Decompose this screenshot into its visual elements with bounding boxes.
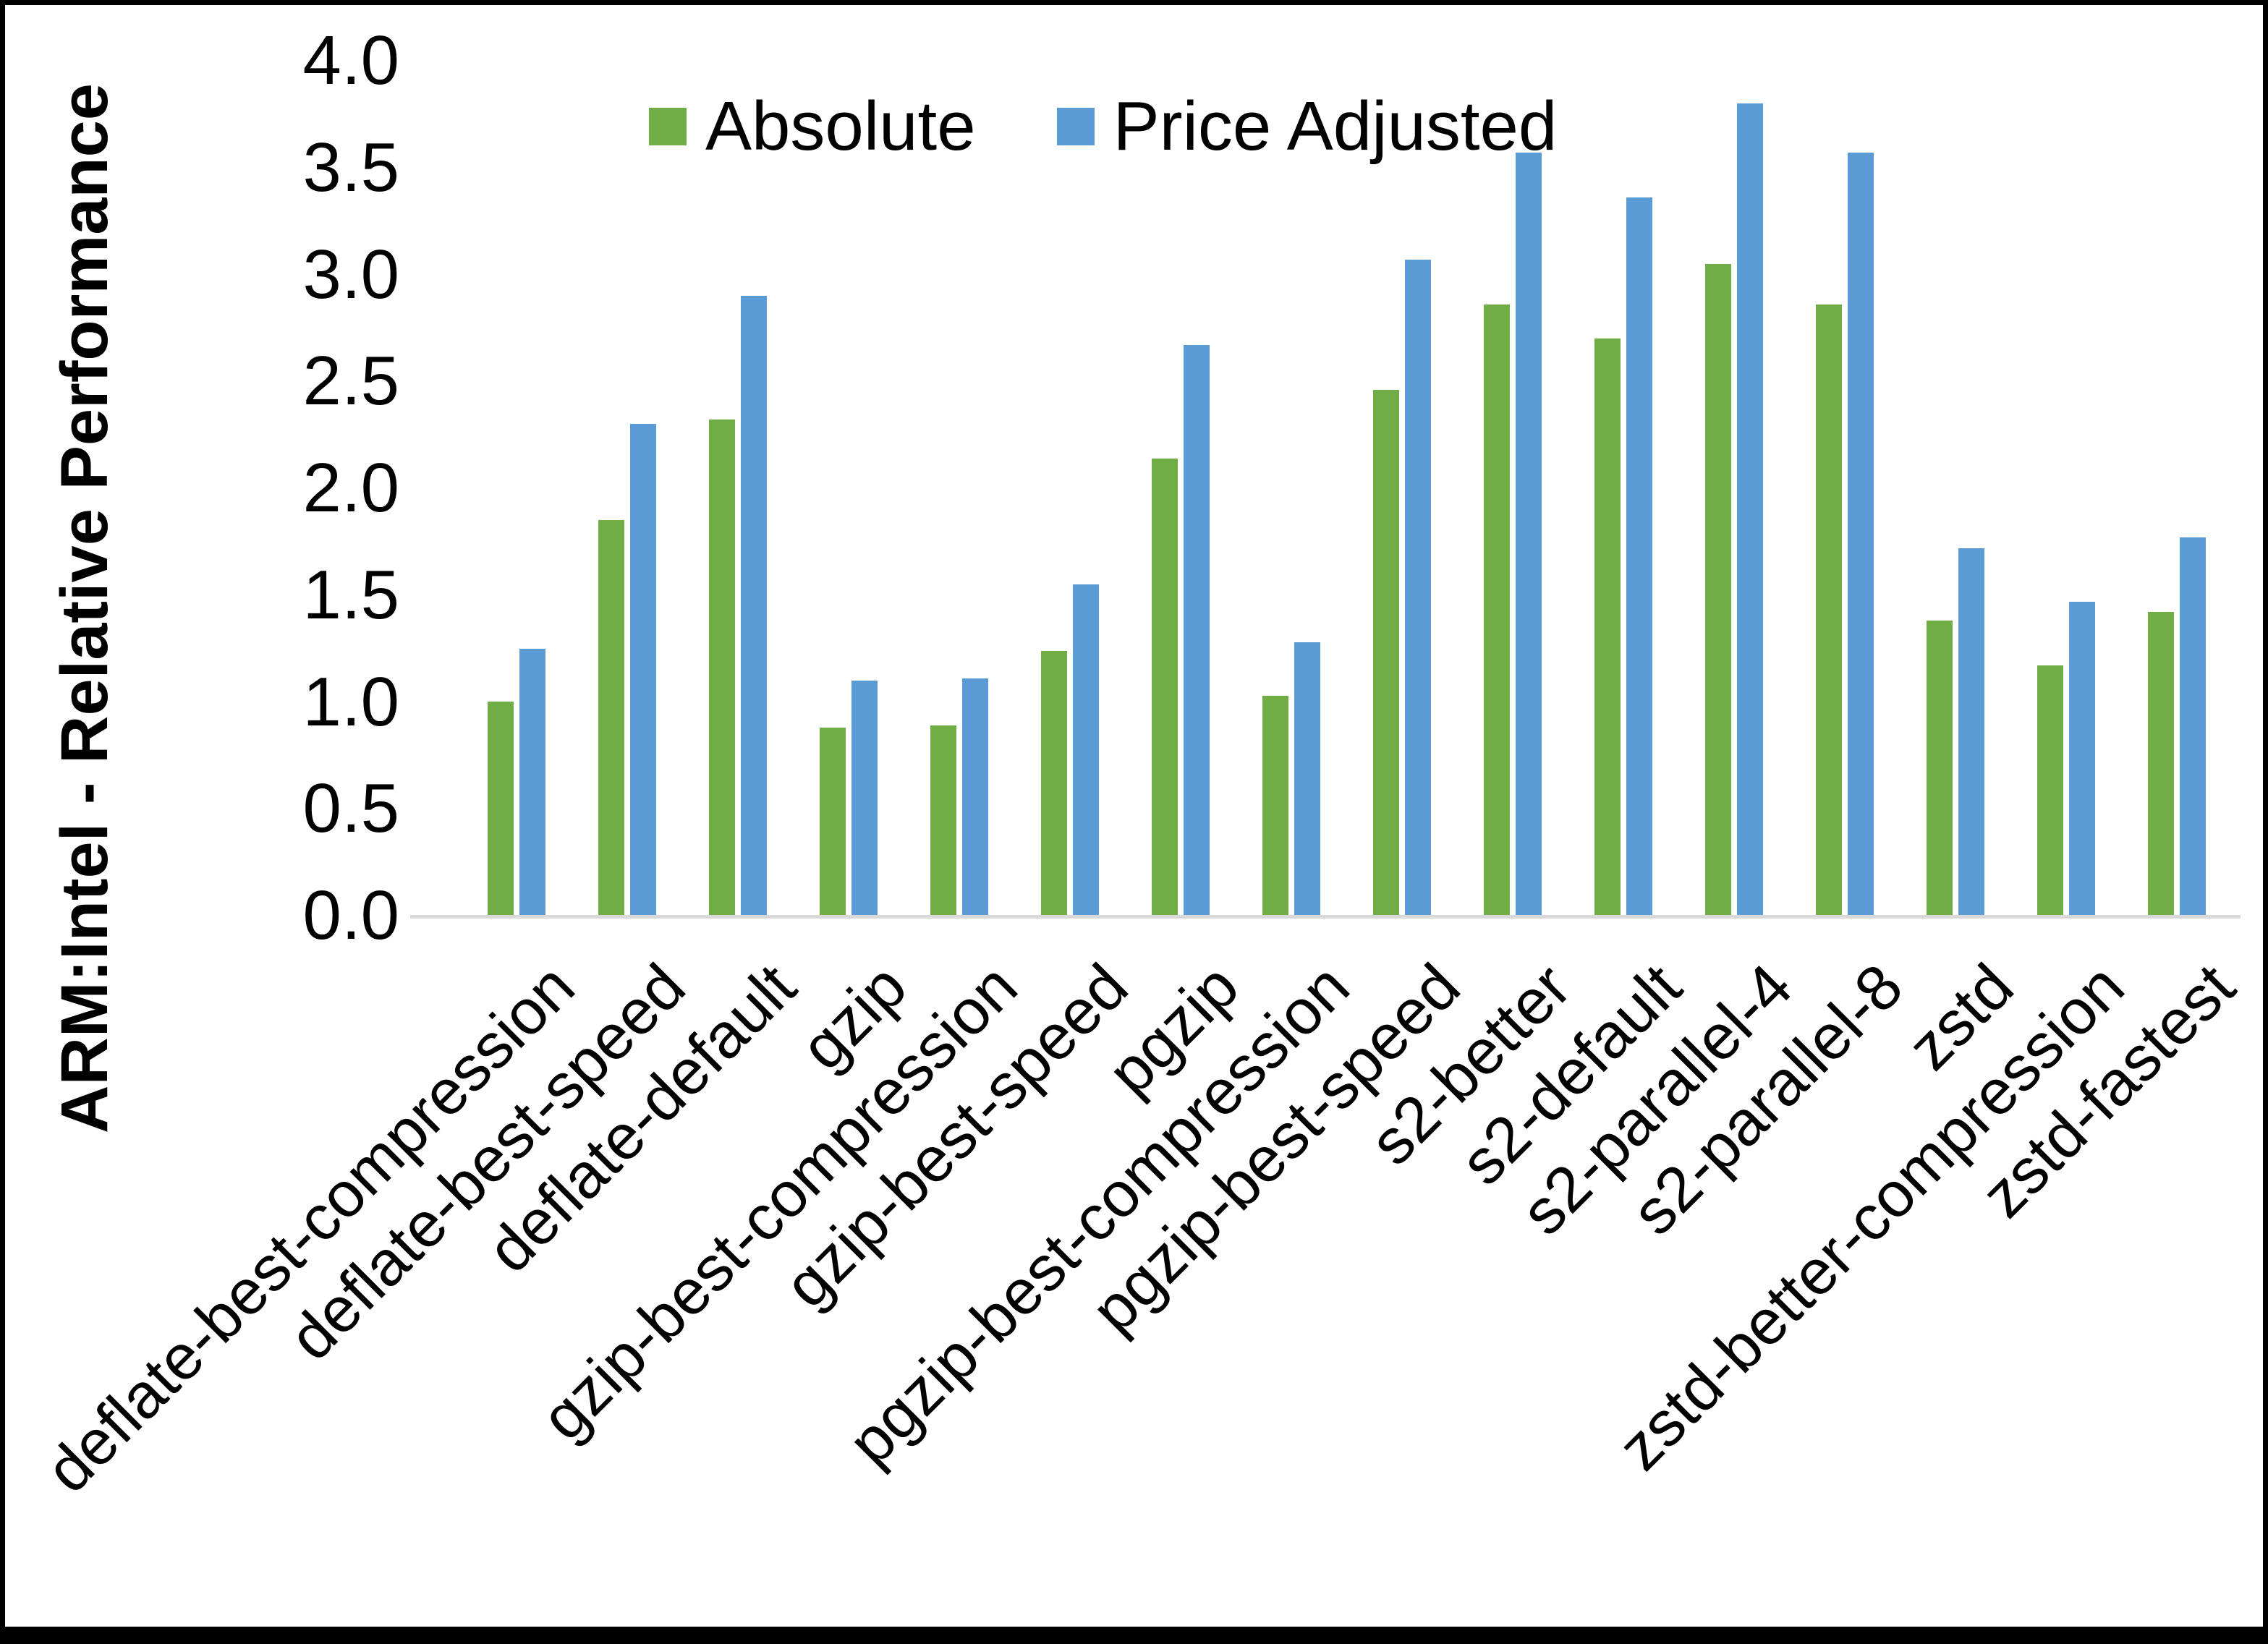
bar-absolute	[1926, 621, 1953, 916]
bar-absolute	[2036, 665, 2063, 916]
bar-price-adjusted	[851, 681, 878, 916]
legend-label-absolute: Absolute	[705, 88, 976, 165]
bar-price-adjusted	[1626, 197, 1652, 916]
bar-absolute	[1815, 304, 1842, 916]
legend-item-absolute: Absolute	[649, 90, 976, 163]
bar-price-adjusted	[1958, 548, 1984, 916]
bar-absolute	[1372, 390, 1399, 916]
bar-absolute	[930, 725, 956, 916]
y-tick-label: 3.5	[302, 128, 399, 206]
legend-item-price-adjusted: Price Adjusted	[1056, 88, 1558, 165]
bar-price-adjusted	[1294, 642, 1320, 916]
bar-price-adjusted	[2068, 602, 2095, 916]
bar-absolute	[1594, 338, 1621, 916]
bar-absolute	[598, 520, 624, 916]
bar-absolute	[487, 702, 514, 916]
bar-absolute	[2147, 612, 2174, 916]
legend: Absolute Price Adjusted	[649, 90, 1557, 163]
bar-price-adjusted	[519, 649, 545, 916]
bar-price-adjusted	[629, 424, 656, 916]
bar-price-adjusted	[1515, 153, 1542, 916]
bar-absolute	[1262, 696, 1288, 916]
bar-absolute	[819, 728, 846, 916]
y-tick-label: 2.5	[302, 342, 399, 420]
y-tick-label: 1.0	[302, 663, 399, 741]
x-axis-line	[410, 915, 2241, 919]
absolute-series-swatch-icon	[649, 108, 687, 145]
bar-price-adjusted	[1736, 103, 1763, 916]
bar-absolute	[1040, 651, 1067, 916]
bar-absolute	[1483, 304, 1510, 916]
bar-price-adjusted	[1072, 584, 1099, 916]
y-axis-title: ARM:Intel - Relative Performance	[48, 83, 122, 1133]
bar-price-adjusted	[1404, 260, 1431, 916]
y-tick-label: 0.0	[302, 877, 399, 954]
price-adjusted-series-swatch-icon	[1056, 108, 1095, 145]
bar-price-adjusted	[961, 678, 988, 916]
bar-price-adjusted	[2179, 537, 2206, 916]
y-tick-label: 2.0	[302, 449, 399, 527]
bar-absolute	[1151, 459, 1178, 916]
bar-price-adjusted	[740, 296, 767, 916]
bar-price-adjusted	[1183, 345, 1210, 916]
bar-absolute	[708, 419, 735, 916]
y-tick-label: 4.0	[302, 22, 399, 99]
y-tick-label: 3.0	[302, 235, 399, 313]
y-tick-label: 1.5	[302, 555, 399, 634]
bar-absolute	[1704, 264, 1731, 916]
bar-price-adjusted	[1847, 153, 1874, 916]
y-tick-label: 0.5	[302, 770, 399, 848]
legend-label-price-adjusted: Price Adjusted	[1113, 88, 1558, 165]
